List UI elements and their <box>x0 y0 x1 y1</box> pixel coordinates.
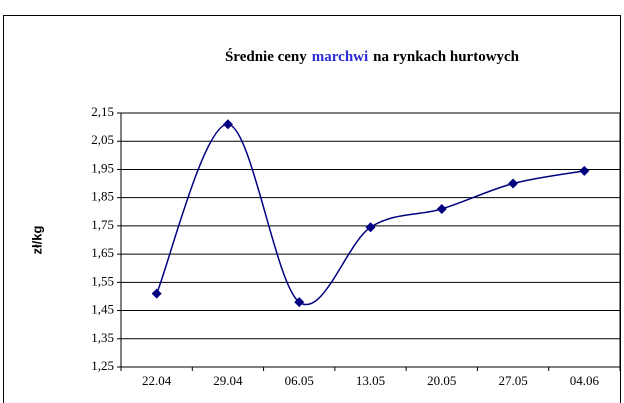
y-tick-label: 1,55 <box>91 273 114 288</box>
title-part: Średnie ceny <box>225 48 307 65</box>
x-tick-label: 29.04 <box>213 373 243 388</box>
data-point <box>294 297 305 308</box>
y-tick-label: 1,45 <box>91 302 114 317</box>
data-point <box>365 222 376 233</box>
y-tick-label: 1,65 <box>91 245 114 260</box>
title-part: na rynkach hurtowych <box>373 49 520 65</box>
data-point <box>436 203 447 214</box>
x-tick-label: 04.06 <box>570 373 600 388</box>
x-tick-label: 06.05 <box>285 373 314 388</box>
x-tick-label: 20.05 <box>427 373 456 388</box>
data-point <box>579 165 590 176</box>
chart-frame <box>3 15 621 403</box>
data-point <box>508 178 519 189</box>
chart-title: Średnie ceny marchwi na rynkach hurtowych <box>225 48 520 65</box>
y-tick-label: 1,35 <box>91 330 114 345</box>
x-tick-label: 22.04 <box>142 373 172 388</box>
y-tick-label: 1,75 <box>91 217 114 232</box>
y-tick-label: 2,15 <box>91 104 114 119</box>
x-tick-label: 27.05 <box>498 373 527 388</box>
x-tick-label: 13.05 <box>356 373 385 388</box>
y-tick-label: 1,25 <box>91 358 114 373</box>
series-line <box>155 123 585 306</box>
y-tick-label: 2,05 <box>91 132 114 147</box>
y-axis-label: zł/kg <box>29 225 44 254</box>
y-tick-label: 1,95 <box>91 160 114 175</box>
title-part: marchwi <box>312 49 368 65</box>
y-tick-label: 1,85 <box>91 189 114 204</box>
data-point <box>151 288 162 299</box>
data-point <box>222 119 233 130</box>
